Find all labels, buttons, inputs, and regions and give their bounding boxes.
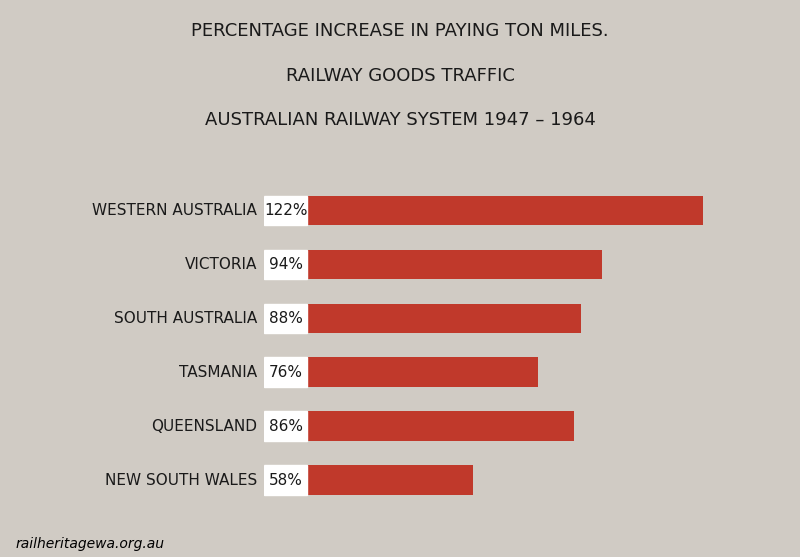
Text: 76%: 76% (269, 365, 302, 380)
Bar (264, 250, 602, 279)
Text: PERCENTAGE INCREASE IN PAYING TON MILES.: PERCENTAGE INCREASE IN PAYING TON MILES. (191, 22, 609, 40)
Bar (264, 196, 703, 226)
Text: WESTERN AUSTRALIA: WESTERN AUSTRALIA (92, 203, 257, 218)
FancyBboxPatch shape (264, 304, 307, 333)
Text: 86%: 86% (269, 419, 302, 434)
Text: RAILWAY GOODS TRAFFIC: RAILWAY GOODS TRAFFIC (286, 67, 514, 85)
Bar (264, 358, 538, 387)
Text: VICTORIA: VICTORIA (185, 257, 257, 272)
Text: QUEENSLAND: QUEENSLAND (151, 419, 257, 434)
Text: AUSTRALIAN RAILWAY SYSTEM 1947 – 1964: AUSTRALIAN RAILWAY SYSTEM 1947 – 1964 (205, 111, 595, 129)
Text: 94%: 94% (269, 257, 302, 272)
Text: TASMANIA: TASMANIA (178, 365, 257, 380)
Text: 122%: 122% (264, 203, 307, 218)
FancyBboxPatch shape (264, 465, 307, 495)
FancyBboxPatch shape (264, 250, 307, 279)
Text: 88%: 88% (269, 311, 302, 326)
Text: 58%: 58% (269, 472, 302, 487)
Bar (264, 412, 574, 441)
FancyBboxPatch shape (264, 412, 307, 441)
FancyBboxPatch shape (264, 196, 307, 226)
Bar (264, 304, 581, 333)
FancyBboxPatch shape (264, 358, 307, 387)
Text: SOUTH AUSTRALIA: SOUTH AUSTRALIA (114, 311, 257, 326)
Text: railheritagewa.org.au: railheritagewa.org.au (16, 538, 165, 551)
Bar (264, 465, 473, 495)
Text: NEW SOUTH WALES: NEW SOUTH WALES (105, 472, 257, 487)
